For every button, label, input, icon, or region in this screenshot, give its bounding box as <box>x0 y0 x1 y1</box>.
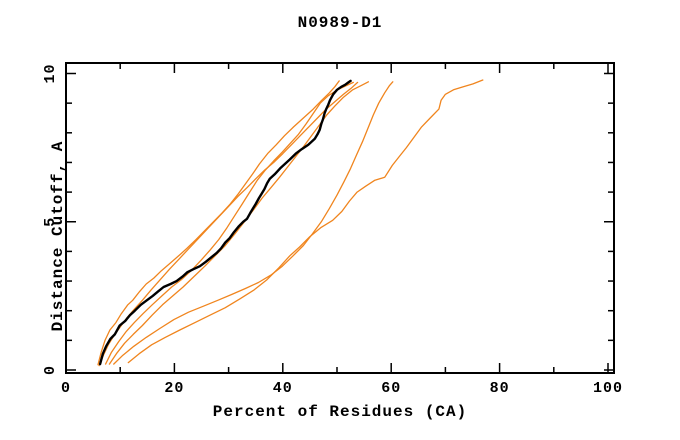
curve-orange-curve-3 <box>104 81 354 365</box>
plot-frame <box>65 62 615 374</box>
y-tick-label: 10 <box>42 63 59 83</box>
curve-orange-curve-6 <box>127 79 484 364</box>
curve-black-curve <box>98 79 352 366</box>
x-tick-label: 40 <box>273 380 293 397</box>
x-tick-label: 100 <box>593 380 623 397</box>
x-axis-label: Percent of Residues (CA) <box>212 403 468 421</box>
y-axis-label-text: Distance Cutoff, A <box>49 140 68 332</box>
y-tick-label: 5 <box>42 217 59 227</box>
y-tick-label: 0 <box>42 365 59 375</box>
chart-title: N0989-D1 <box>297 14 383 32</box>
curve-orange-curve-5 <box>113 81 394 365</box>
x-tick-label: 60 <box>381 380 401 397</box>
x-tick-label: 20 <box>164 380 184 397</box>
x-tick-label: 0 <box>61 380 71 397</box>
x-tick-label: 80 <box>490 380 510 397</box>
